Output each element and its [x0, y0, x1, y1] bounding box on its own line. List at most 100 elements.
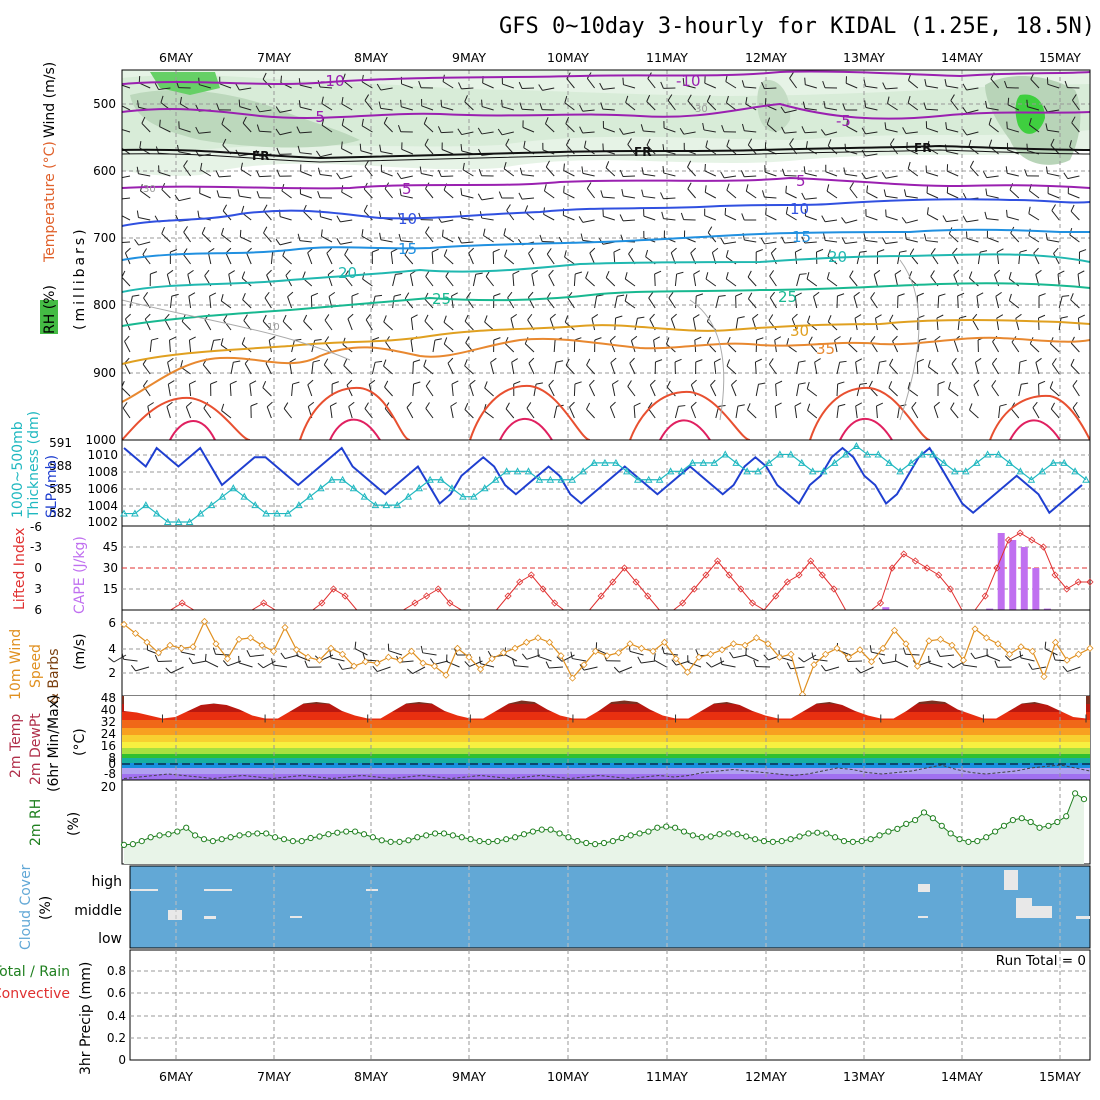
wind-marker-27 [430, 662, 439, 670]
barb10m-15-flag [280, 652, 286, 659]
barb-r1-c7-flag [255, 105, 260, 113]
barb10m-76 [986, 655, 1001, 662]
cloud-bar-11 [1076, 916, 1090, 919]
barb-r0-c29 [704, 82, 716, 89]
barb-r11-c14-flag [411, 314, 418, 319]
rh-marker-49 [556, 830, 563, 837]
wind-marker-61 [821, 650, 830, 658]
barb-r2-c1 [141, 123, 151, 133]
barb-r6-c27 [663, 218, 676, 221]
barb-r15-c18 [483, 410, 494, 419]
barb-r10-c42 [976, 296, 979, 309]
thickness-marker-76 [950, 467, 959, 475]
barb-r2-c10-flag [321, 118, 325, 126]
li-marker-27 [434, 585, 442, 593]
barb-r2-c40 [926, 127, 939, 133]
rh-marker-39 [467, 836, 474, 843]
rh-marker-7 [183, 824, 190, 831]
date-bottom-3: 9MAY [452, 1069, 486, 1084]
barb-r4-c28-flag [687, 160, 692, 168]
barb-r1-c1-flag [137, 100, 140, 108]
barb-r3-c9 [299, 152, 312, 155]
run-total: Run Total = 0 [996, 953, 1086, 969]
barb-r12-c30 [727, 343, 737, 353]
wind-marker-57 [775, 653, 784, 661]
rh-marker-32 [405, 837, 412, 844]
barb-r3-c46-flag [1050, 138, 1055, 146]
barb-r9-c15 [425, 276, 434, 287]
li-marker-19 [341, 592, 349, 600]
barb-r8-c28-flag [690, 247, 697, 254]
wind-marker-25 [407, 647, 416, 655]
barb-r1-c29 [706, 101, 717, 111]
barb-r10-c22 [567, 297, 575, 309]
thickness-marker-4 [163, 517, 172, 525]
barb-r13-c5-flag [233, 360, 241, 363]
barb10m-47 [654, 659, 667, 668]
barb-r9-c34 [806, 278, 818, 287]
barb-r14-c40-flag [937, 381, 945, 385]
thickness-marker-46 [623, 467, 631, 475]
barb-r7-c1 [138, 241, 151, 246]
wind-marker-84 [1086, 644, 1094, 652]
precip-tick-4: 0 [118, 1053, 126, 1067]
thickness-marker-78 [972, 458, 981, 466]
barb-r7-c2 [161, 233, 171, 243]
barb-r13-c32 [768, 363, 777, 375]
barb-r2-c27 [663, 127, 676, 133]
barb-r2-c2-flag [159, 119, 161, 127]
barb-r14-c8-flag [292, 381, 300, 385]
thickness-marker-57 [743, 467, 751, 475]
barb-r5-c26 [643, 195, 656, 199]
barb-r0-c20 [521, 87, 535, 90]
barb-r6-c40-flag [926, 207, 929, 215]
barb-r10-c17-flag [466, 292, 472, 299]
barb-r1-c39-flag [907, 95, 911, 103]
barb-r6-c1 [138, 217, 151, 221]
barb-r7-c18-flag [483, 228, 486, 236]
barb-r11-c9-flag [303, 314, 308, 322]
barb-r3-c16 [441, 149, 454, 155]
barb-r5-c39-flag [903, 189, 907, 197]
barb-r6-c47 [1070, 210, 1080, 221]
rh-marker-15 [254, 830, 261, 837]
rh-marker-1 [129, 841, 136, 848]
thickness-marker-55 [721, 450, 730, 458]
barb-r2-c6 [242, 122, 252, 133]
barb-r13-c12 [371, 362, 376, 375]
barb-r12-c24 [609, 340, 616, 353]
barb-r13-c34 [814, 362, 818, 375]
barb-r13-c19 [511, 362, 515, 375]
cloud-bar-5 [290, 916, 302, 918]
barb-r7-c1-flag [134, 239, 140, 246]
wind-marker-74 [971, 625, 979, 633]
slp-lines [120, 441, 1090, 525]
wind-marker-52 [718, 646, 726, 654]
barb-r10-c36-flag [853, 291, 860, 297]
ylabel-wind-units: (m/s) [72, 633, 88, 670]
barb-r6-c7-flag [263, 204, 268, 212]
barb-r6-c19 [506, 210, 515, 221]
barb-r2-c26-flag [640, 124, 644, 132]
barb-r9-c20 [531, 274, 535, 287]
barb-r15-c30 [735, 406, 739, 419]
barb-r0-c27-flag [660, 81, 664, 89]
barb-r13-c22 [565, 364, 575, 375]
barb-r13-c31 [754, 361, 757, 375]
barb-r4-c35 [825, 171, 838, 177]
barb-r11-c27-flag [670, 313, 677, 320]
label-p15b: 15 [792, 228, 811, 246]
barb-r9-c18 [485, 276, 494, 287]
barb-r9-c29-flag [705, 272, 709, 280]
barb10m-8 [205, 660, 219, 668]
thickness-marker-74 [929, 450, 937, 458]
barb10m-62-flag [820, 664, 826, 672]
barb-r1-c16 [441, 106, 454, 111]
barb-r5-c12 [363, 188, 373, 199]
wind-marker-6 [189, 643, 197, 651]
barb-r0-c33 [789, 77, 798, 89]
thickness-marker-37 [524, 467, 533, 475]
barb-r4-c15-flag [419, 166, 422, 174]
barb-r13-c40-flag [927, 359, 931, 367]
